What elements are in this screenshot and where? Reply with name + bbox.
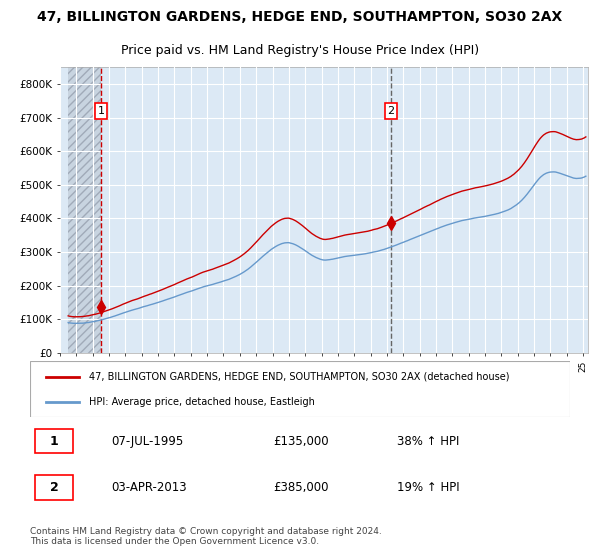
Text: 2: 2: [388, 106, 395, 116]
FancyBboxPatch shape: [30, 361, 570, 417]
Text: 47, BILLINGTON GARDENS, HEDGE END, SOUTHAMPTON, SO30 2AX (detached house): 47, BILLINGTON GARDENS, HEDGE END, SOUTH…: [89, 372, 510, 382]
Text: Contains HM Land Registry data © Crown copyright and database right 2024.
This d: Contains HM Land Registry data © Crown c…: [30, 527, 382, 547]
Bar: [68, 67, 101, 353]
FancyBboxPatch shape: [35, 475, 73, 500]
Text: £135,000: £135,000: [273, 435, 329, 447]
Text: 03-APR-2013: 03-APR-2013: [111, 481, 187, 494]
Text: 07-JUL-1995: 07-JUL-1995: [111, 435, 183, 447]
FancyBboxPatch shape: [35, 429, 73, 454]
Text: Price paid vs. HM Land Registry's House Price Index (HPI): Price paid vs. HM Land Registry's House …: [121, 44, 479, 57]
Text: HPI: Average price, detached house, Eastleigh: HPI: Average price, detached house, East…: [89, 396, 315, 407]
Text: 2: 2: [50, 481, 59, 494]
Bar: [68, 67, 101, 353]
Text: 38% ↑ HPI: 38% ↑ HPI: [397, 435, 460, 447]
Text: £385,000: £385,000: [273, 481, 329, 494]
Text: 47, BILLINGTON GARDENS, HEDGE END, SOUTHAMPTON, SO30 2AX: 47, BILLINGTON GARDENS, HEDGE END, SOUTH…: [37, 10, 563, 24]
Text: 19% ↑ HPI: 19% ↑ HPI: [397, 481, 460, 494]
Text: 1: 1: [50, 435, 59, 447]
Text: 1: 1: [98, 106, 104, 116]
